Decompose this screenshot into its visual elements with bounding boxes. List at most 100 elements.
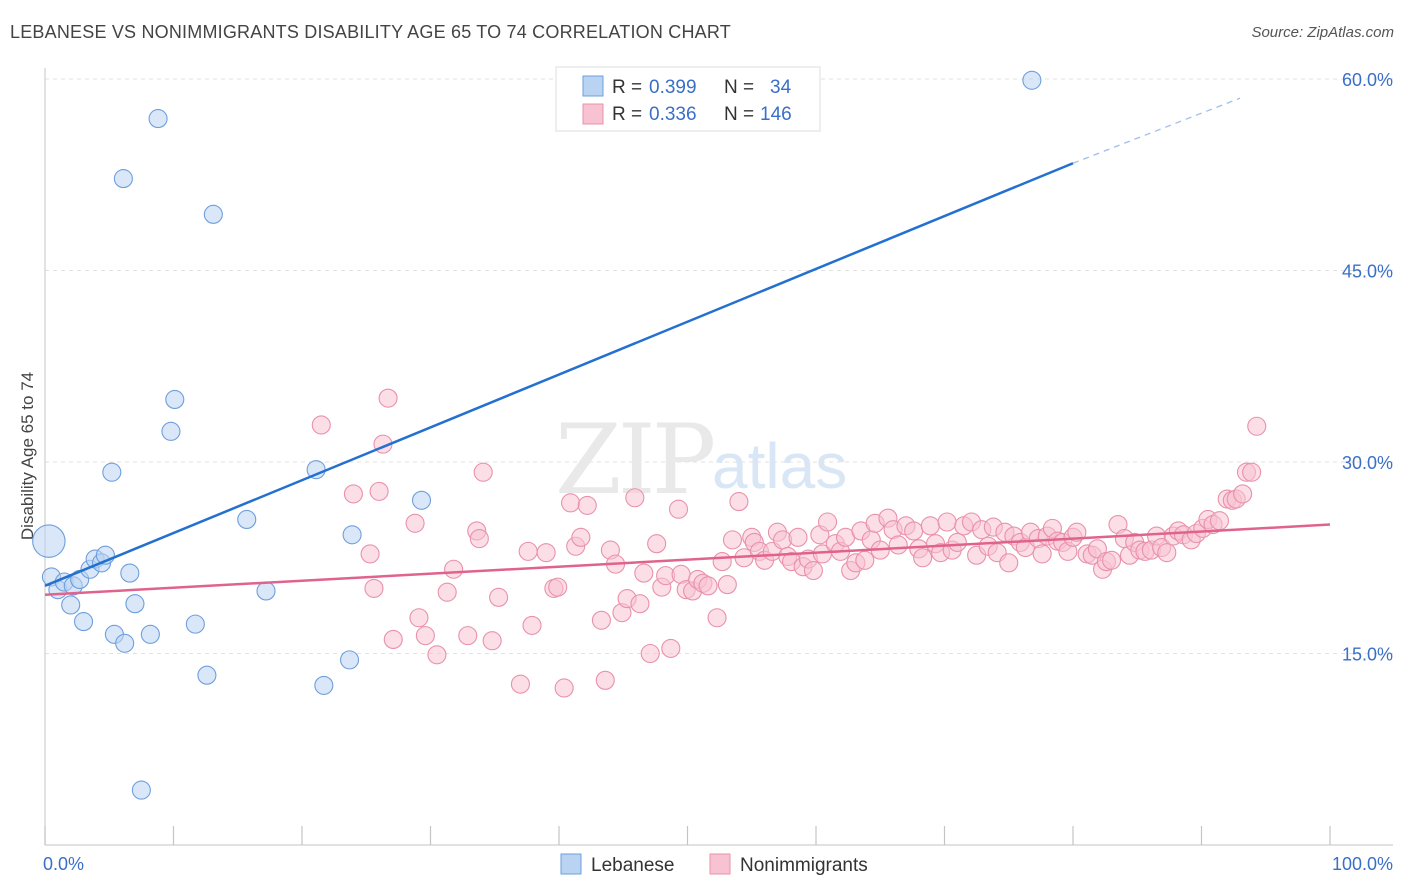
nonimmigrants-trend-line [44,523,1331,597]
legend-r-value-nonimmigrants: 0.336 [649,104,697,125]
nonimmigrants-point [640,643,660,664]
nonimmigrants-point [803,560,823,581]
lebanese-point [237,509,257,530]
lebanese-point [411,490,432,510]
lebanese-point [131,780,151,800]
lebanese-point [203,204,223,224]
nonimmigrants-point [554,678,574,698]
lebanese-points [32,70,1042,800]
lebanese-point [342,525,362,545]
nonimmigrants-point [668,499,689,519]
nonimmigrants-point [548,577,568,597]
nonimmigrants-point [311,415,331,435]
nonimmigrants-point [1102,550,1122,570]
nonimmigrants-point [522,615,542,635]
nonimmigrants-point [458,626,478,646]
y-tick-label: 45.0% [1342,262,1393,282]
chart-title: LEBANESE VS NONIMMIGRANTS DISABILITY AGE… [10,22,731,42]
y-tick-label: 30.0% [1342,453,1393,473]
lebanese-point [61,595,81,615]
lebanese-point [1022,70,1042,90]
nonimmigrants-point [1032,544,1052,564]
nonimmigrants-point [489,587,509,607]
legend-r-label: R = [612,77,642,98]
nonimmigrants-point [469,529,489,549]
lebanese-point [256,581,276,601]
nonimmigrants-point [444,559,464,579]
nonimmigrants-point [707,608,727,628]
nonimmigrants-point [360,544,380,564]
lebanese-point [115,633,135,653]
lebanese-point [120,563,140,583]
legend-n-label: N = [724,77,754,98]
nonimmigrants-point [1242,462,1262,482]
nonimmigrants-point [634,563,654,583]
legend-bottom: Lebanese Nonimmigrants [560,853,868,876]
nonimmigrants-point [409,608,429,628]
nonimmigrants-point [510,674,531,694]
nonimmigrants-points [311,388,1267,698]
legend-bottom-swatch-lebanese [560,853,582,875]
nonimmigrants-point [661,638,681,658]
nonimmigrants-point [405,513,425,533]
legend-bottom-nonimmigrants: Nonimmigrants [740,855,868,876]
nonimmigrants-point [920,516,940,536]
legend-bottom-lebanese: Lebanese [591,855,674,876]
trend-lines [44,97,1331,597]
nonimmigrants-point [947,532,967,552]
source-credit: Source: ZipAtlas.com [1251,24,1394,41]
nonimmigrants-point [1157,543,1177,563]
x-tick-label: 100.0% [1332,854,1393,874]
lebanese-point [197,665,217,685]
legend-swatch-nonimmigrants [582,103,604,125]
lebanese-trend-line [44,162,1074,587]
nonimmigrants-point [378,388,398,408]
nonimmigrants-point [904,521,924,541]
nonimmigrants-point [913,548,933,568]
nonimmigrants-point [518,541,538,561]
nonimmigrants-point [591,610,611,630]
y-axis-title: Disability Age 65 to 74 [18,372,37,540]
lebanese-point [339,650,360,670]
y-tick-label: 60.0% [1342,70,1393,90]
nonimmigrants-point [536,543,556,563]
nonimmigrants-point [364,578,384,598]
nonimmigrants-point [712,552,732,572]
legend-r-label: R = [612,104,642,125]
lebanese-point [161,421,181,441]
nonimmigrants-point [577,495,597,515]
nonimmigrants-point [888,535,908,555]
nonimmigrants-point [1209,511,1230,531]
axes [44,68,1393,846]
nonimmigrants-point [369,481,389,501]
nonimmigrants-point [717,575,737,595]
lebanese-point [185,614,205,634]
legend-bottom-swatch-nonimmigrants [709,853,731,875]
lebanese-trend-extension [1072,97,1241,164]
nonimmigrants-point [937,512,957,532]
lebanese-point [140,624,160,644]
watermark-atlas: atlas [712,430,847,502]
nonimmigrants-point [625,488,645,508]
nonimmigrants-point [630,594,650,614]
nonimmigrants-point [1067,522,1087,542]
nonimmigrants-point [415,626,435,646]
legend-r-value-lebanese: 0.399 [649,77,697,98]
lebanese-point [148,109,168,129]
nonimmigrants-point [788,527,808,547]
y-tick-label: 15.0% [1342,645,1393,665]
lebanese-point [314,675,334,695]
nonimmigrants-point [722,530,743,550]
nonimmigrants-point [571,527,591,547]
nonimmigrants-point [383,629,403,650]
nonimmigrants-point [1233,484,1253,504]
nonimmigrants-point [698,576,718,596]
lebanese-point [32,524,66,558]
legend-n-value-nonimmigrants: 146 [760,104,792,125]
nonimmigrants-point [729,492,749,512]
lebanese-point [165,389,185,409]
x-tick-labels: 0.0% 100.0% [43,854,1393,874]
lebanese-point [102,462,122,482]
watermark: ZIP atlas [555,404,847,516]
